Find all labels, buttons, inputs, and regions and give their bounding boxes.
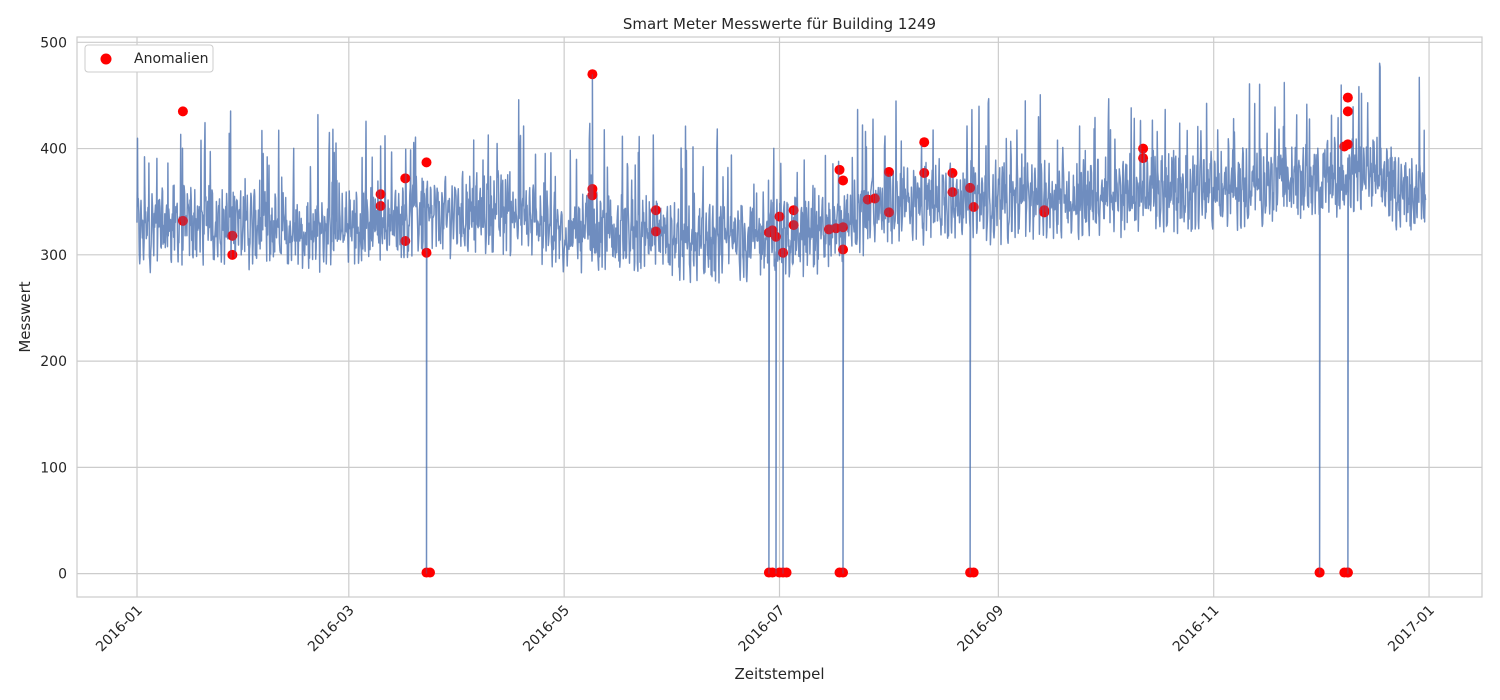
series-line-layer	[136, 62, 1427, 575]
anomaly-point	[421, 157, 432, 168]
anomaly-point	[838, 175, 849, 186]
anomaly-point	[883, 166, 894, 177]
anomaly-point	[1342, 106, 1353, 117]
anomaly-point	[1342, 92, 1353, 103]
anomaly-point	[587, 190, 598, 201]
x-tick-label: 2016-11	[1170, 603, 1223, 656]
anomaly-point	[421, 247, 432, 258]
anomaly-point	[587, 69, 598, 80]
anomaly-point	[227, 230, 238, 241]
anomaly-point	[781, 567, 792, 578]
x-tick-label: 2017-01	[1385, 603, 1438, 656]
anomaly-point	[965, 182, 976, 193]
anomaly-point	[375, 189, 386, 200]
anomaly-point	[1342, 567, 1353, 578]
x-tick-label: 2016-09	[955, 603, 1008, 656]
legend: Anomalien	[84, 44, 214, 73]
anomaly-point	[883, 207, 894, 218]
anomaly-point	[838, 222, 849, 233]
anomaly-point	[400, 173, 411, 184]
grid	[77, 37, 1482, 597]
legend-marker	[100, 53, 112, 65]
tick-labels: 2016-01 2016-03 2016-05 2016-07 2016-09 2016-…	[40, 35, 1438, 655]
x-tick-label: 2016-03	[305, 603, 358, 656]
anomaly-point	[788, 220, 799, 231]
anomaly-point	[869, 193, 880, 204]
anomaly-point	[767, 567, 778, 578]
anomaly-point	[968, 567, 979, 578]
anomaly-point	[375, 200, 386, 211]
plot-frame	[76, 36, 1483, 598]
y-tick-label: 500	[40, 35, 67, 51]
x-axis-label: Zeitstempel	[734, 665, 824, 683]
anomaly-point	[838, 567, 849, 578]
anomaly-point	[774, 211, 785, 222]
y-tick-label: 0	[58, 567, 67, 583]
anomaly-point	[947, 187, 958, 198]
anomaly-point	[425, 567, 436, 578]
y-tick-label: 300	[40, 248, 67, 264]
anomaly-point	[650, 205, 661, 216]
anomaly-point	[834, 164, 845, 175]
legend-label: Anomalien	[134, 51, 209, 67]
y-axis-label: Messwert	[16, 281, 34, 352]
legend-box	[84, 44, 214, 73]
anomaly-point	[919, 168, 930, 179]
x-tick-label: 2016-01	[93, 603, 146, 656]
anomaly-point	[400, 236, 411, 247]
anomaly-point	[1138, 143, 1149, 154]
anomaly-point	[919, 137, 930, 148]
series-line-overlay	[136, 63, 1427, 574]
anomaly-point	[1039, 207, 1050, 218]
anomaly-point	[770, 231, 781, 242]
anomaly-point	[1138, 153, 1149, 164]
anomaly-point	[778, 247, 789, 258]
anomaly-point	[227, 249, 238, 260]
y-tick-label: 400	[40, 142, 67, 158]
anomaly-point	[177, 215, 188, 226]
anomaly-point	[947, 168, 958, 179]
y-tick-label: 200	[40, 354, 67, 370]
anomaly-point	[788, 205, 799, 216]
anomaly-point	[968, 202, 979, 213]
anomaly-point	[1314, 567, 1325, 578]
anomaly-point	[650, 226, 661, 237]
x-tick-label: 2016-05	[520, 603, 573, 656]
anomaly-point	[177, 106, 188, 117]
anomaly-points	[136, 63, 1427, 578]
series-line	[136, 62, 1427, 575]
chart-title: Smart Meter Messwerte für Building 1249	[623, 15, 936, 33]
x-tick-label: 2016-07	[736, 603, 789, 656]
y-tick-label: 100	[40, 460, 67, 476]
anomaly-point	[1342, 139, 1353, 150]
anomaly-point	[838, 244, 849, 255]
